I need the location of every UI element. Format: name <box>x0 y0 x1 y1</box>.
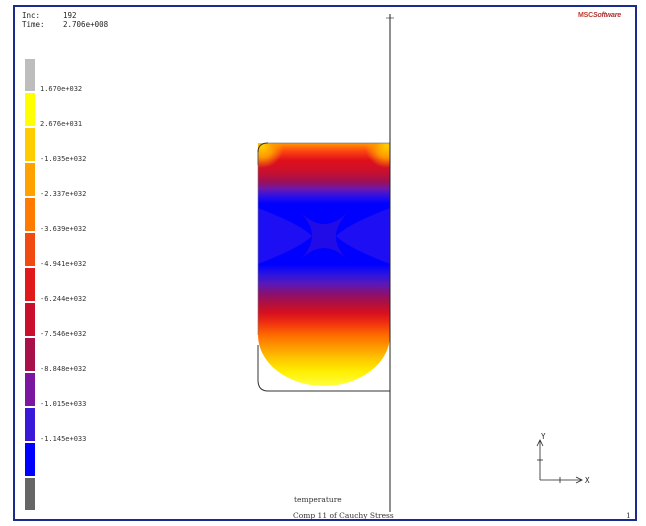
legend-swatch <box>24 477 36 511</box>
legend-label: -8.848e+032 <box>40 365 87 373</box>
logo-suffix: Software <box>592 12 621 19</box>
time-label: Time: <box>22 20 45 29</box>
legend-swatch <box>24 58 36 92</box>
triad-y-label: Y <box>541 432 546 441</box>
increment-label: Inc: <box>22 11 41 20</box>
legend-label: -1.015e+033 <box>40 400 87 408</box>
legend-label: -6.244e+032 <box>40 295 87 303</box>
legend-label: -7.546e+032 <box>40 330 87 338</box>
variable-name: temperature <box>294 495 342 504</box>
legend-swatch <box>24 197 36 232</box>
legend-swatch <box>24 92 36 127</box>
legend-swatch <box>24 442 36 477</box>
legend-swatch <box>24 337 36 372</box>
legend-swatch <box>24 162 36 197</box>
legend-swatch <box>24 232 36 267</box>
coordinate-triad <box>536 439 583 484</box>
legend-label: -1.145e+033 <box>40 435 87 443</box>
legend-label: -1.035e+032 <box>40 155 87 163</box>
color-legend <box>24 58 36 511</box>
msc-software-logo: MSCSoftware <box>578 12 621 19</box>
legend-swatch <box>24 407 36 442</box>
legend-label: -2.337e+032 <box>40 190 87 198</box>
legend-swatch <box>24 127 36 162</box>
frame-number: 1 <box>626 511 631 520</box>
legend-label: 1.670e+032 <box>40 85 83 93</box>
legend-swatch <box>24 372 36 407</box>
legend-label: -4.941e+032 <box>40 260 87 268</box>
triad-x-label: X <box>585 476 590 485</box>
legend-label: 2.676e+031 <box>40 120 83 128</box>
increment-value: 192 <box>63 11 77 20</box>
stress-contour <box>258 143 390 386</box>
legend-swatch <box>24 267 36 302</box>
legend-swatch <box>24 302 36 337</box>
time-value: 2.706e+008 <box>63 20 109 29</box>
logo-prefix: MSC <box>578 12 593 19</box>
legend-label: -3.639e+032 <box>40 225 87 233</box>
plot-caption: Comp 11 of Cauchy Stress <box>293 511 394 520</box>
